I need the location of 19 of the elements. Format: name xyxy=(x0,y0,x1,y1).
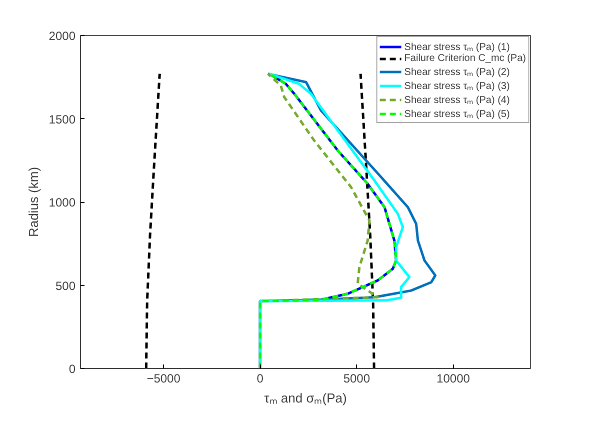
x-tick-label: −5000 xyxy=(146,372,181,386)
legend-label: Shear stress τₘ (Pa) (3) xyxy=(404,80,510,92)
x-tick-label: 5000 xyxy=(343,372,370,386)
y-tick-label: 1500 xyxy=(48,112,76,126)
x-tick-label: 0 xyxy=(256,372,264,386)
y-tick-label: 0 xyxy=(68,362,76,376)
legend-label: Shear stress τₘ (Pa) (2) xyxy=(404,66,510,78)
legend-label: Shear stress τₘ (Pa) (5) xyxy=(404,108,510,120)
y-tick-label: 2000 xyxy=(48,29,76,43)
y-tick-label: 500 xyxy=(55,278,76,293)
line-series xyxy=(144,72,161,368)
legend-label: Shear stress τₘ (Pa) (4) xyxy=(404,94,510,106)
x-axis-title: τₘ and σₘ(Pa) xyxy=(264,390,347,406)
legend-label: Failure Criterion C_mc (Pa) xyxy=(404,53,526,64)
line-series xyxy=(359,72,376,368)
legend-label: Shear stress τₘ (Pa) (1) xyxy=(404,41,510,53)
y-tick-label: 1000 xyxy=(48,196,76,210)
y-axis-title: Radius (km) xyxy=(26,166,41,238)
x-tick-label: 10000 xyxy=(436,372,470,386)
